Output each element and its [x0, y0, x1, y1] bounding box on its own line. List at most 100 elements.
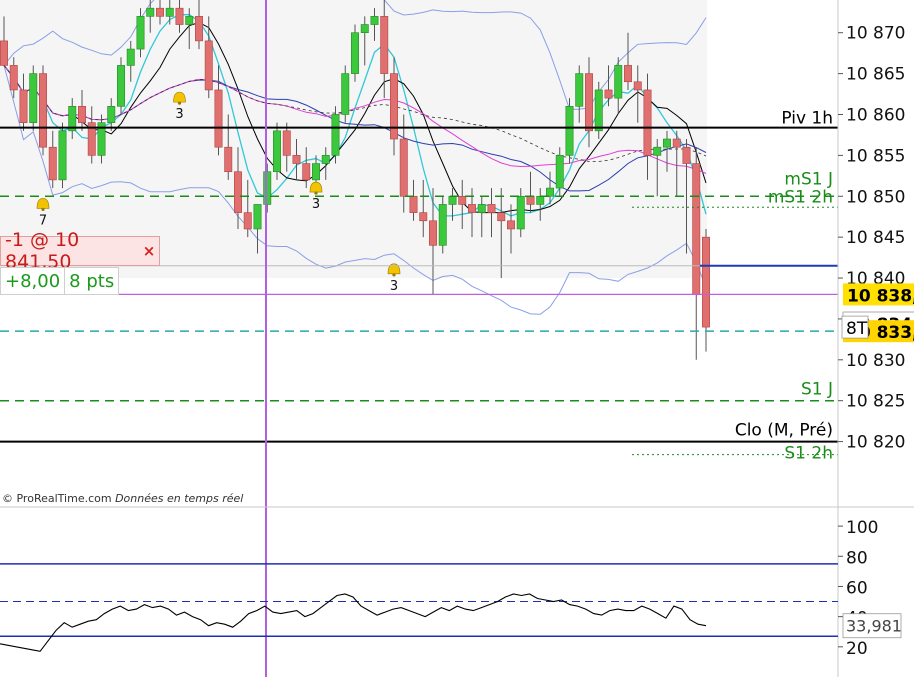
candle [429, 188, 437, 295]
candle [546, 171, 554, 205]
candle [68, 98, 77, 140]
candle-body [487, 204, 496, 213]
candle [331, 106, 340, 164]
candle [555, 147, 564, 197]
alert-bell-clapper [314, 191, 318, 195]
close-icon[interactable]: × [142, 242, 156, 260]
candle-body [87, 122, 96, 156]
candle-body [214, 89, 223, 148]
candle-body [624, 65, 632, 83]
candle [117, 57, 125, 115]
alert-count: 3 [175, 107, 183, 122]
level-label: S1 J [801, 380, 833, 400]
price-tick-label: 10 855 [846, 146, 905, 166]
candle [136, 8, 145, 58]
level-label: mS1 J [784, 169, 833, 189]
candle-body [594, 89, 603, 132]
candle-body [477, 204, 486, 213]
candle-body [204, 40, 213, 91]
order-ticket[interactable]: -1 @ 10 841,50 × [0, 229, 160, 273]
candle [624, 32, 632, 90]
candle [351, 24, 359, 82]
candle-body [585, 73, 593, 132]
candle-body [672, 138, 681, 148]
candle [204, 16, 213, 99]
candle-body [9, 65, 18, 91]
candle-body [516, 195, 525, 230]
candle-body [419, 212, 428, 222]
candle-body [507, 220, 515, 230]
candle [87, 106, 96, 164]
candle-body [458, 195, 467, 205]
candle-body [380, 16, 389, 74]
candle [390, 57, 398, 156]
candle-body [331, 114, 340, 156]
candle-body [107, 106, 116, 123]
candle-body [263, 171, 272, 205]
candle-body [282, 130, 291, 156]
candle [243, 179, 252, 238]
candle [263, 163, 272, 213]
level-label: mS1 2h [768, 187, 833, 207]
candle [604, 65, 613, 107]
alert-bell-shape [36, 198, 50, 209]
copyright-text: © ProRealTime.com [2, 492, 112, 505]
price-tag [843, 283, 914, 306]
candle [633, 65, 642, 123]
candle-body [438, 204, 447, 246]
alert-count: 7 [39, 213, 47, 228]
candle [9, 57, 18, 99]
candle-body [58, 130, 67, 181]
candle [663, 130, 671, 172]
candle [507, 204, 515, 254]
candle-body [273, 130, 281, 173]
candle-body [351, 32, 359, 74]
candle-body [68, 106, 77, 132]
candle-body [555, 155, 564, 189]
candle-body [614, 65, 623, 99]
oscillator-tick-label: 60 [846, 578, 868, 598]
candle-body [175, 7, 184, 25]
oscillator-line [0, 593, 707, 652]
alert-bell-clapper [177, 101, 182, 105]
alert-bell-shape [309, 181, 323, 193]
candle [487, 188, 496, 238]
price-tick-label: 10 820 [846, 433, 905, 453]
candle-body [234, 171, 242, 213]
candle-body [39, 73, 47, 148]
candle [458, 179, 467, 229]
candle [224, 114, 233, 180]
candle [19, 73, 28, 131]
candle [185, 8, 194, 50]
candle-body [692, 163, 701, 295]
candle-body [19, 89, 28, 123]
candle [653, 139, 662, 197]
candle-body [643, 89, 652, 156]
price-tick-label: 10 850 [846, 187, 905, 207]
candle-body [253, 204, 262, 230]
candle-body [497, 212, 506, 222]
price-pointer-label: 8T [846, 319, 868, 339]
candle [234, 147, 242, 229]
bollinger-lower [3, 65, 707, 315]
copyright-notice: © ProRealTime.com Données en temps réel [2, 492, 243, 505]
candle-body [565, 106, 574, 156]
candle-body [243, 212, 252, 230]
pnl-amount: +8,00 [5, 270, 61, 292]
level-label: Piv 1h [781, 109, 833, 129]
candle [253, 204, 262, 254]
candle [97, 114, 106, 164]
candle [438, 196, 447, 254]
candle [477, 196, 486, 238]
alert-bell-clapper [392, 273, 396, 277]
alert-bell-shape [173, 91, 186, 103]
alert-bell-icon: 3 [173, 91, 186, 122]
candle [614, 57, 623, 115]
candle [360, 16, 369, 66]
alert-count: 3 [312, 197, 320, 212]
candle-body [156, 7, 164, 17]
candle-body [165, 7, 174, 17]
candle-body [526, 195, 535, 205]
candle [78, 89, 86, 131]
